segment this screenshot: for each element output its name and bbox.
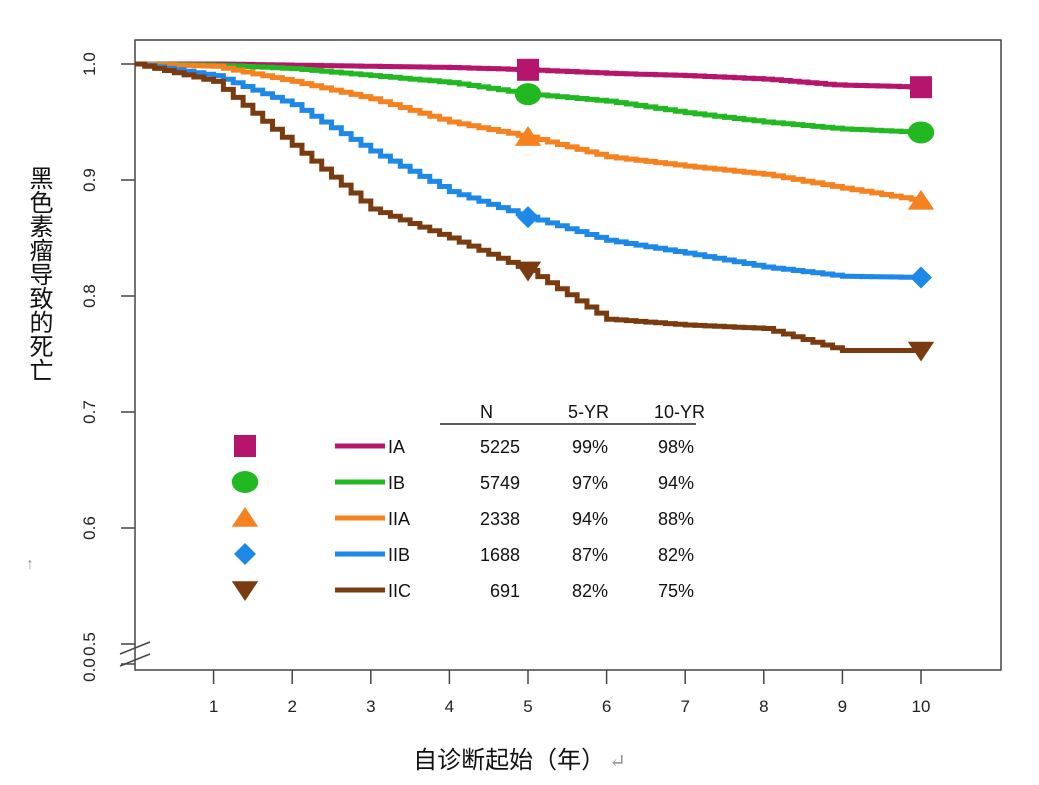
x-tick-label: 3 bbox=[366, 697, 375, 716]
x-tick-label: 6 bbox=[602, 697, 611, 716]
legend-header: 10-YR bbox=[654, 402, 705, 422]
legend-marker-iic bbox=[231, 581, 259, 601]
legend-header: 5-YR bbox=[568, 402, 609, 422]
marker-iib-yr5 bbox=[517, 206, 539, 229]
arrow-up-icon: ↑ bbox=[26, 556, 34, 573]
legend-five-yr: 99% bbox=[572, 437, 608, 457]
marker-ia-yr5 bbox=[517, 58, 539, 81]
x-tick-label: 8 bbox=[759, 697, 768, 716]
legend-ten-yr: 94% bbox=[658, 473, 694, 493]
y-tick-label: 0.5 bbox=[80, 632, 99, 656]
y-tick-label: 0.7 bbox=[80, 400, 99, 424]
legend-n: 5225 bbox=[480, 437, 520, 457]
x-tick-label: 2 bbox=[287, 697, 296, 716]
legend-label: IIC bbox=[388, 581, 411, 601]
x-axis-label: 自诊断起始（年） ↵ bbox=[413, 746, 626, 774]
legend-five-yr: 94% bbox=[572, 509, 608, 529]
marker-iib-yr10 bbox=[910, 266, 932, 289]
axis-break-mark bbox=[119, 641, 151, 655]
marker-ia-yr10 bbox=[910, 76, 932, 99]
marker-ib-yr5 bbox=[514, 83, 542, 106]
legend-five-yr: 82% bbox=[572, 581, 608, 601]
legend-ten-yr: 98% bbox=[658, 437, 694, 457]
curve-iic bbox=[135, 61, 921, 353]
x-tick-label: 4 bbox=[445, 697, 454, 716]
y-tick-label: 0.9 bbox=[80, 168, 99, 192]
legend-ten-yr: 88% bbox=[658, 509, 694, 529]
legend-label: IA bbox=[388, 437, 405, 457]
legend-marker-iia bbox=[231, 507, 259, 527]
marker-iic-yr10 bbox=[907, 341, 935, 362]
legend-label: IB bbox=[388, 473, 405, 493]
y-break-label: 0.0 bbox=[80, 658, 99, 682]
y-axis-label: 黑色素瘤导致的死亡 bbox=[25, 166, 53, 382]
marker-ib-yr10 bbox=[907, 121, 935, 144]
legend-n: 1688 bbox=[480, 545, 520, 565]
x-tick-label: 7 bbox=[680, 697, 689, 716]
legend-label: IIB bbox=[388, 545, 410, 565]
x-tick-label: 10 bbox=[912, 697, 931, 716]
plot-frame bbox=[134, 39, 1002, 671]
legend-ten-yr: 82% bbox=[658, 545, 694, 565]
legend-marker-ia bbox=[234, 435, 256, 457]
legend-table: N 5-YR 10-YR IA 5225 99% 98% IB 5749 97% 94% IIA 233… bbox=[231, 402, 705, 601]
legend-n: 2338 bbox=[480, 509, 520, 529]
marker-iic-yr5 bbox=[514, 261, 542, 282]
y-tick-label: 0.8 bbox=[80, 284, 99, 308]
curve-end-markers bbox=[514, 58, 935, 362]
return-icon: ↵ bbox=[609, 749, 626, 773]
x-tick-label: 1 bbox=[209, 697, 218, 716]
y-tick-label: 1.0 bbox=[80, 52, 99, 76]
legend-five-yr: 97% bbox=[572, 473, 608, 493]
y-axis: 1.0 0.9 0.8 0.7 0.6 0.5 0.0 bbox=[80, 52, 151, 682]
legend-marker-ib bbox=[231, 471, 259, 493]
legend-n: 5749 bbox=[480, 473, 520, 493]
legend-n: 691 bbox=[490, 581, 520, 601]
legend-ten-yr: 75% bbox=[658, 581, 694, 601]
y-tick-label: 0.6 bbox=[80, 516, 99, 540]
x-tick-label: 9 bbox=[838, 697, 847, 716]
curve-ia bbox=[135, 61, 924, 90]
legend-label: IIA bbox=[388, 509, 410, 529]
axis-break-mark bbox=[119, 653, 151, 667]
x-axis: 1 2 3 4 5 6 7 8 9 10 bbox=[209, 670, 931, 716]
legend-five-yr: 87% bbox=[572, 545, 608, 565]
legend-header: N bbox=[480, 402, 493, 422]
marker-iia-yr10 bbox=[907, 189, 935, 210]
marker-iia-yr5 bbox=[514, 126, 542, 146]
x-tick-label: 5 bbox=[523, 697, 532, 716]
legend-marker-iib bbox=[234, 543, 256, 565]
